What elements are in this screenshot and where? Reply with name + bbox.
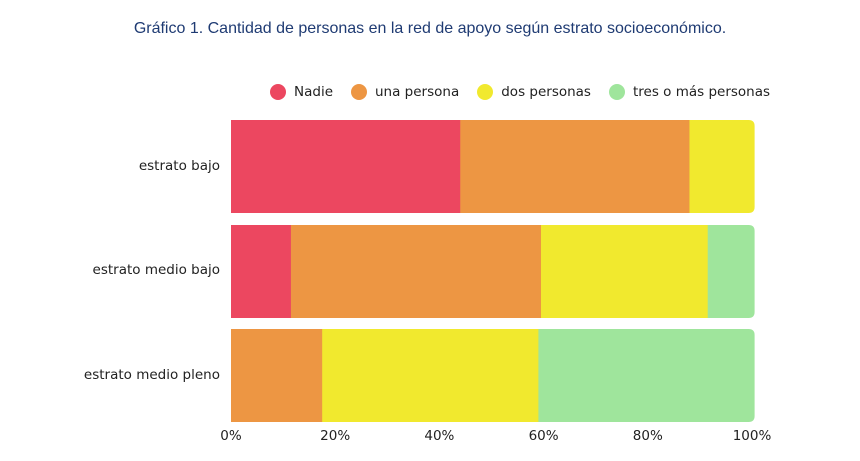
x-tick-60: 60%	[528, 428, 559, 444]
category-label-estrato-medio-pleno: estrato medio pleno	[83, 367, 220, 383]
legend-swatch-una-persona	[351, 84, 367, 100]
legend-label-nadie: Nadie	[294, 84, 333, 100]
legend-item-tres-o-mas[interactable]: tres o más personas	[608, 84, 771, 100]
bar-segment-0-1[interactable]	[460, 120, 690, 213]
legend-label-dos-personas: dos personas	[501, 84, 591, 100]
bar-group-2	[231, 329, 755, 422]
bar-segment-1-1[interactable]	[290, 225, 542, 318]
x-tick-0: 0%	[220, 428, 242, 444]
bar-group-1	[231, 225, 755, 318]
bar-segment-2-2[interactable]	[322, 329, 539, 422]
legend-item-una-persona[interactable]: una persona	[351, 84, 459, 100]
x-tick-80: 80%	[632, 428, 663, 444]
category-label-estrato-medio-bajo: estrato medio bajo	[92, 262, 220, 278]
legend-label-tres-o-mas: tres o más personas	[632, 84, 771, 100]
category-label-estrato-bajo: estrato bajo	[138, 158, 220, 174]
chart-title: Gráfico 1. Cantidad de personas en la re…	[133, 20, 727, 37]
bar-segment-2-3[interactable]	[538, 329, 755, 422]
bar-segment-1-0[interactable]	[231, 225, 292, 318]
bar-segment-1-3[interactable]	[707, 225, 755, 318]
bar-segment-2-1[interactable]	[231, 329, 323, 422]
legend-item-nadie[interactable]: Nadie	[270, 84, 333, 100]
legend-item-dos-personas[interactable]: dos personas	[477, 84, 591, 100]
bar-segment-0-2[interactable]	[689, 120, 755, 213]
legend-swatch-nadie	[270, 84, 286, 100]
legend: Nadie una persona dos personas tres o má…	[270, 82, 788, 102]
x-tick-100: 100%	[732, 428, 772, 444]
bar-segment-1-2[interactable]	[540, 225, 709, 318]
bar-group-0	[231, 120, 755, 213]
legend-swatch-dos-personas	[477, 84, 494, 100]
x-tick-40: 40%	[424, 428, 455, 444]
legend-label-una-persona: una persona	[375, 84, 460, 100]
bar-segment-0-0[interactable]	[231, 120, 461, 213]
legend-swatch-tres-o-mas	[608, 84, 625, 100]
x-tick-20: 20%	[320, 428, 351, 444]
